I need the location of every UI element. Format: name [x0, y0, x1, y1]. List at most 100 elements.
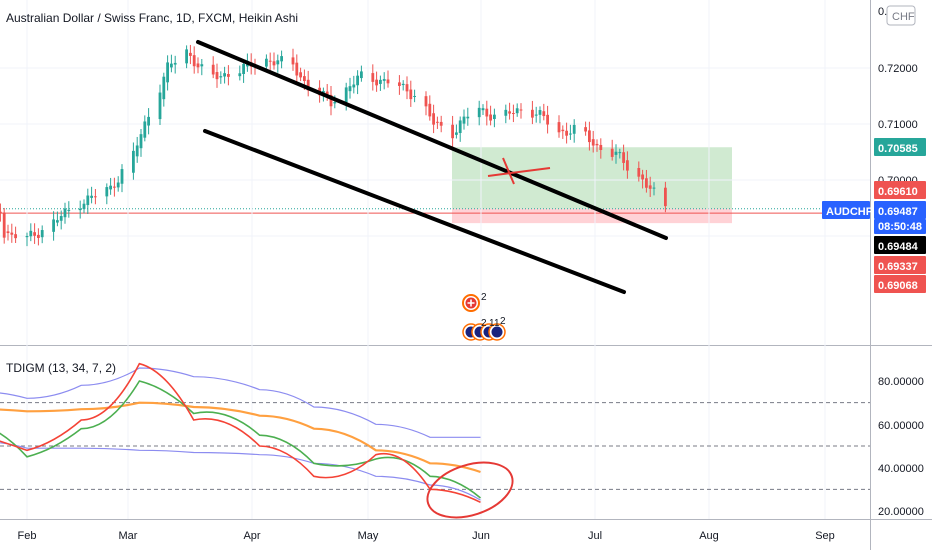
- event-badges[interactable]: 2 2 1 1 2: [462, 292, 506, 341]
- candle: [637, 168, 641, 177]
- upper-band-line: [0, 367, 481, 438]
- red-x-stroke[interactable]: [502, 157, 515, 185]
- candle: [14, 234, 17, 239]
- price-label-low[interactable]: [874, 275, 926, 293]
- event-count: 1: [494, 318, 500, 329]
- price-label-target-text: 0.70585: [878, 143, 918, 155]
- candle: [116, 182, 120, 188]
- oversold-circle[interactable]: [420, 453, 519, 528]
- candle: [2, 212, 6, 238]
- currency-badge[interactable]: [886, 5, 916, 26]
- time-tick-label: Aug: [699, 530, 719, 542]
- event-badge-ch[interactable]: 2: [462, 292, 487, 312]
- indicator-tick-label: 80.00000: [878, 376, 924, 388]
- candle: [595, 143, 599, 146]
- indicator-title: TDIGM (13, 34, 7, 2): [6, 361, 116, 375]
- price-label-high-text: 0.69610: [878, 186, 918, 198]
- candle: [584, 127, 587, 132]
- candle: [534, 114, 538, 116]
- channel-lower-line[interactable]: [203, 129, 626, 294]
- candle: [512, 113, 515, 115]
- price-label-stop[interactable]: [874, 256, 926, 274]
- price-label-high[interactable]: [874, 181, 926, 199]
- candle: [458, 120, 462, 134]
- candle: [238, 73, 242, 77]
- candle: [614, 151, 618, 155]
- candle: [0, 211, 2, 213]
- symbol-label[interactable]: [822, 201, 870, 219]
- price-axis[interactable]: 0.720000.710000.700000.7CHF0.705850.6961…: [822, 5, 926, 518]
- red-x-stroke[interactable]: [487, 167, 551, 177]
- candle: [489, 114, 492, 121]
- candle: [409, 89, 413, 100]
- channel-upper-line[interactable]: [196, 40, 668, 240]
- candle: [166, 62, 169, 83]
- candle: [641, 174, 644, 180]
- indicator-tick-label: 20.00000: [878, 506, 924, 518]
- time-axis[interactable]: Feb Mar Apr May Jun Jul Aug Sep: [18, 530, 835, 542]
- event-count: 1: [489, 318, 495, 329]
- candle: [109, 185, 112, 190]
- descending-channel[interactable]: [196, 40, 668, 294]
- candle: [135, 145, 139, 157]
- lower-band-line: [0, 442, 481, 501]
- chart-title: Australian Dollar / Swiss Franc, 1D, FXC…: [6, 11, 298, 25]
- signal-line: [0, 362, 481, 504]
- candle: [143, 121, 147, 138]
- price-grid: [0, 0, 870, 519]
- candle: [94, 196, 97, 198]
- tdigm-indicator: [0, 362, 870, 504]
- price-tick-label: 0.71000: [878, 119, 918, 131]
- flag-fill: [491, 326, 503, 338]
- price-label-bid[interactable]: [874, 236, 926, 254]
- candle: [90, 195, 93, 198]
- candle: [599, 144, 603, 150]
- candle: [37, 234, 40, 238]
- candle: [25, 236, 29, 238]
- candle: [648, 185, 652, 189]
- candle: [105, 187, 109, 197]
- candle: [344, 87, 348, 103]
- candle: [242, 63, 245, 74]
- position-zones[interactable]: [0, 147, 870, 224]
- candle: [306, 79, 310, 91]
- candle: [379, 79, 382, 84]
- candle: [466, 116, 470, 119]
- countdown-label[interactable]: [874, 219, 926, 234]
- price-label-stop-text: 0.69337: [878, 261, 918, 273]
- price-label-last-text: 0.69487: [878, 206, 918, 218]
- user-annotations[interactable]: [420, 157, 551, 528]
- candle: [565, 130, 568, 136]
- candle: [356, 75, 359, 86]
- candle: [455, 132, 458, 135]
- candle: [569, 133, 572, 135]
- candle: [462, 116, 466, 124]
- profit-zone[interactable]: [452, 147, 732, 209]
- candle: [588, 130, 591, 143]
- swiss-cross: [467, 299, 475, 307]
- candle: [265, 58, 268, 67]
- candle: [268, 60, 272, 62]
- candle: [67, 209, 71, 211]
- candle: [645, 178, 648, 188]
- candle: [424, 96, 428, 107]
- indicator-tick-label: 60.00000: [878, 420, 924, 432]
- candle: [428, 103, 432, 117]
- price-label-bid-text: 0.69484: [878, 241, 919, 253]
- candle: [485, 108, 489, 117]
- candle: [173, 62, 177, 65]
- countdown-label-text: 08:50:48: [878, 221, 922, 233]
- candle: [276, 60, 280, 65]
- candle: [413, 95, 416, 97]
- candle: [451, 124, 454, 139]
- candle: [147, 116, 150, 126]
- candle: [439, 121, 443, 126]
- price-label-target[interactable]: [874, 138, 926, 156]
- candle: [219, 76, 223, 78]
- candle: [591, 139, 595, 146]
- price-label-last[interactable]: [874, 201, 926, 219]
- stop-zone[interactable]: [452, 208, 732, 224]
